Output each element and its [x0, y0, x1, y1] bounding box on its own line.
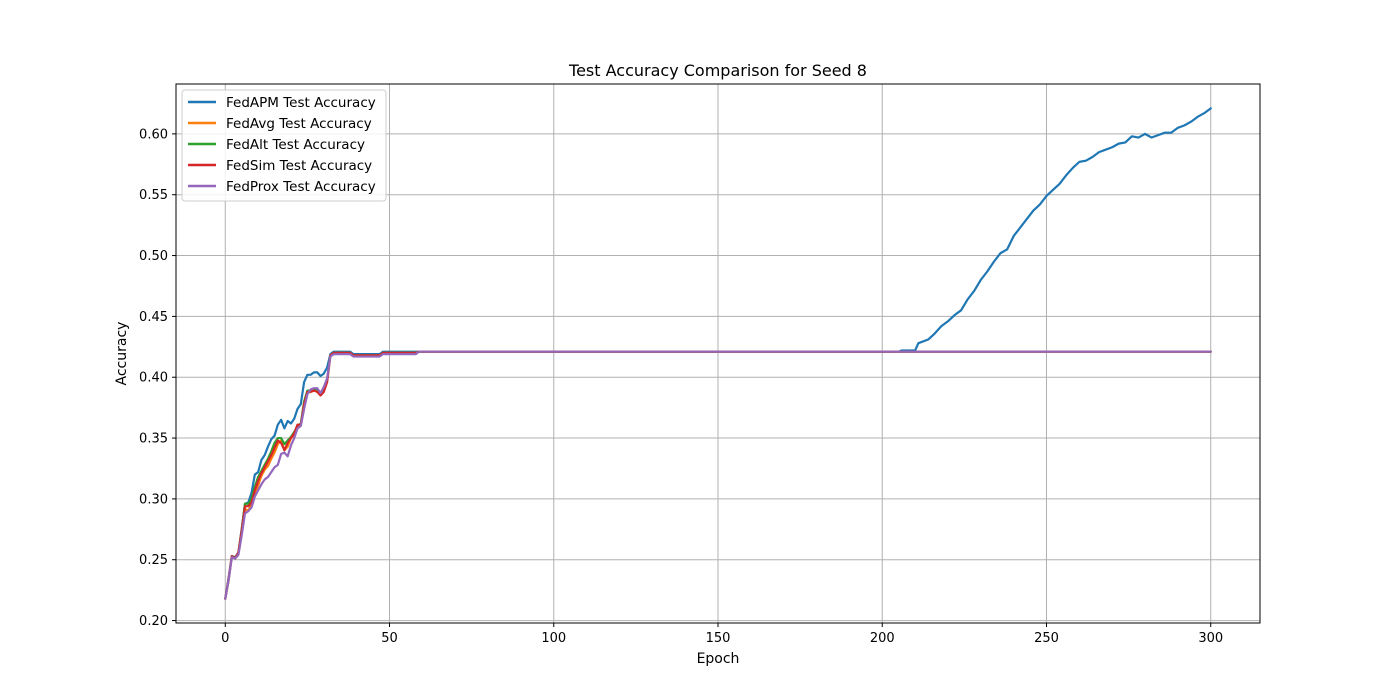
- x-tick-label: 50: [381, 631, 398, 646]
- y-axis-label: Accuracy: [114, 322, 130, 386]
- legend-label-4: FedProx Test Accuracy: [226, 179, 376, 195]
- y-tick-label: 0.40: [139, 371, 168, 386]
- x-tick-label: 100: [541, 631, 566, 646]
- y-tick-label: 0.30: [139, 492, 168, 507]
- grid: [176, 84, 1260, 623]
- y-tick-label: 0.45: [139, 310, 168, 325]
- series-line-4: [224, 350, 1212, 600]
- series-lines: [224, 107, 1212, 600]
- y-tick-label: 0.60: [139, 127, 168, 142]
- x-tick-label: 150: [706, 631, 731, 646]
- legend-box: [181, 89, 387, 202]
- y-tick-label: 0.25: [139, 553, 168, 568]
- y-tick-label: 0.20: [139, 614, 168, 629]
- series-line-0: [224, 107, 1212, 600]
- ticks: 0 50 100 150 200 250 300 0.20 0.25 0.30 0.35 0.40 0.…: [139, 127, 1223, 646]
- x-tick-label: 300: [1198, 631, 1223, 646]
- legend-label-2: FedAlt Test Accuracy: [226, 137, 365, 153]
- legend: FedAPM Test Accuracy FedAvg Test Accuracy…: [181, 89, 387, 202]
- legend-label-0: FedAPM Test Accuracy: [226, 95, 376, 111]
- x-tick-label: 200: [870, 631, 895, 646]
- x-axis-label: Epoch: [697, 651, 740, 667]
- legend-label-3: FedSim Test Accuracy: [226, 158, 372, 174]
- y-tick-label: 0.35: [139, 432, 168, 447]
- legend-label-1: FedAvg Test Accuracy: [226, 116, 372, 132]
- x-tick-label: 0: [221, 631, 229, 646]
- y-tick-label: 0.55: [139, 188, 168, 203]
- series-line-3: [224, 350, 1212, 600]
- y-tick-label: 0.50: [139, 249, 168, 264]
- chart-title: Test Accuracy Comparison for Seed 8: [568, 61, 867, 80]
- x-tick-label: 250: [1034, 631, 1059, 646]
